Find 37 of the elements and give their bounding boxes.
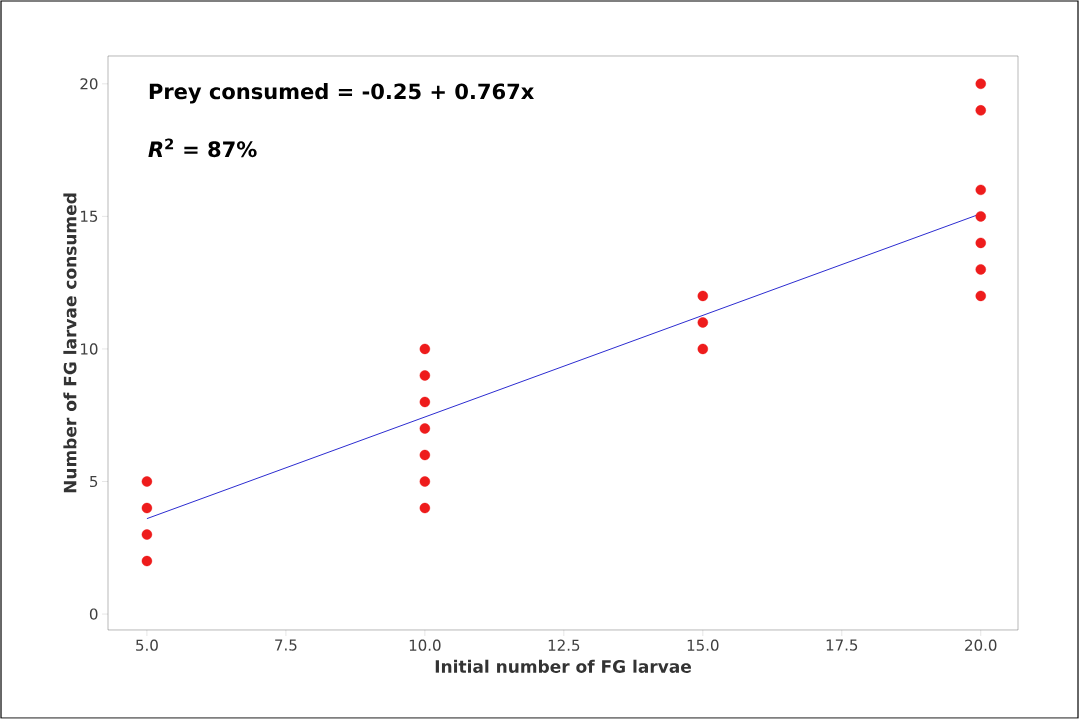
point xyxy=(419,502,431,514)
x-tick-label: 10.0 xyxy=(409,639,441,651)
point xyxy=(975,78,986,90)
point xyxy=(419,370,431,381)
y-tick-label: 15 xyxy=(81,210,98,222)
point xyxy=(419,343,431,355)
annotation: Prey consumed = -0.25 + 0.767x xyxy=(149,83,534,104)
point xyxy=(419,396,431,408)
x-tick-label: 12.5 xyxy=(548,639,580,651)
point xyxy=(975,237,986,249)
x-tick-label: 5.0 xyxy=(136,639,158,651)
point xyxy=(975,184,986,196)
y-tick-label: 10 xyxy=(81,343,98,355)
y-tick-label: 0 xyxy=(89,608,98,620)
point xyxy=(697,317,709,328)
y-tick-label: 5 xyxy=(90,475,98,488)
point xyxy=(697,290,709,302)
point xyxy=(141,555,153,567)
point xyxy=(141,502,153,514)
point xyxy=(141,529,153,540)
point xyxy=(975,290,986,302)
point xyxy=(975,264,986,275)
point xyxy=(419,423,431,434)
y-tick-label: 20 xyxy=(80,78,98,90)
x-tick-label: 17.5 xyxy=(826,639,858,651)
point xyxy=(975,105,986,116)
y-axis-title: Number of FG larvae consumed xyxy=(63,193,77,493)
point xyxy=(419,449,431,461)
x-tick-label: 20.0 xyxy=(965,639,997,651)
x-tick-label: 7.5 xyxy=(275,639,297,651)
point xyxy=(141,476,153,487)
x-axis-title: Initial number of FG larvae xyxy=(435,659,691,673)
point xyxy=(975,211,986,222)
point xyxy=(697,343,709,355)
x-tick-label: 15.0 xyxy=(687,639,719,651)
annotation: R$^{2}$ = 87% xyxy=(148,138,257,158)
point xyxy=(419,476,431,487)
